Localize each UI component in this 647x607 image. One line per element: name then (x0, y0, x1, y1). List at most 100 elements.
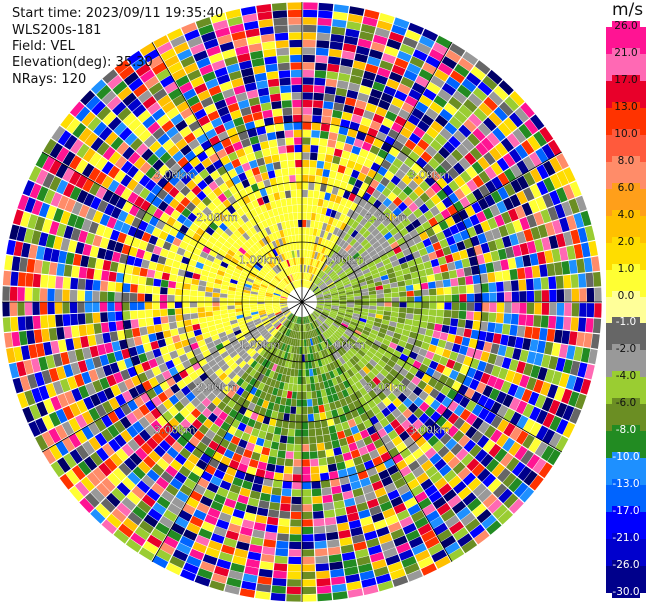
velocity-gate (209, 222, 219, 231)
velocity-gate (555, 402, 568, 418)
velocity-gate (512, 128, 527, 144)
velocity-gate (302, 399, 308, 407)
velocity-gate (158, 363, 169, 373)
velocity-gate (225, 8, 242, 20)
velocity-gate (273, 161, 281, 170)
velocity-gate (225, 95, 238, 106)
velocity-gate (541, 354, 551, 368)
velocity-gate (123, 71, 139, 86)
velocity-gate (347, 349, 355, 358)
velocity-gate (297, 257, 300, 265)
velocity-gate (311, 259, 316, 267)
velocity-gate (260, 102, 272, 112)
velocity-gate (212, 142, 224, 153)
velocity-gate (45, 383, 57, 398)
velocity-gate (293, 346, 298, 354)
velocity-gate (313, 344, 318, 353)
velocity-gate (184, 114, 197, 126)
velocity-gate (336, 391, 345, 400)
velocity-gate (260, 283, 268, 289)
velocity-gate (223, 240, 233, 249)
velocity-gate (523, 187, 535, 202)
velocity-gate (304, 324, 307, 332)
velocity-gate (294, 369, 299, 377)
velocity-gate (188, 120, 201, 132)
velocity-gate (47, 275, 56, 289)
velocity-gate (363, 271, 372, 278)
velocity-gate (157, 338, 167, 348)
velocity-gate (257, 307, 266, 312)
velocity-gate (351, 186, 360, 196)
velocity-gate (437, 529, 452, 542)
velocity-gate (261, 237, 269, 246)
velocity-gate (372, 456, 383, 467)
velocity-gate (201, 521, 216, 533)
velocity-gate (228, 224, 237, 233)
velocity-gate (116, 359, 127, 371)
velocity-gate (363, 459, 375, 470)
velocity-gate (394, 327, 403, 335)
velocity-gate (350, 202, 359, 212)
velocity-gate (148, 333, 157, 343)
velocity-gate (285, 220, 291, 229)
velocity-gate (34, 371, 45, 387)
velocity-gate (355, 271, 364, 278)
velocity-gate (325, 372, 332, 381)
velocity-gate (197, 291, 205, 297)
velocity-gate (357, 235, 366, 244)
velocity-gate (449, 351, 459, 361)
velocity-gate (126, 178, 139, 191)
velocity-gate (242, 75, 256, 85)
velocity-gate (253, 65, 266, 75)
velocity-gate (514, 107, 529, 123)
velocity-gate (339, 65, 352, 75)
velocity-gate (580, 347, 591, 363)
velocity-gate (53, 208, 64, 223)
velocity-gate (363, 354, 372, 362)
velocity-gate (230, 339, 239, 347)
velocity-gate (283, 213, 290, 222)
velocity-gate (302, 451, 310, 460)
velocity-gate (75, 429, 88, 444)
velocity-gate (235, 92, 248, 102)
velocity-gate (153, 278, 162, 287)
velocity-gate (355, 326, 364, 333)
velocity-gate (282, 367, 288, 375)
velocity-gate (278, 70, 291, 79)
velocity-gate (326, 280, 334, 286)
velocity-gate (346, 21, 362, 31)
velocity-gate (390, 175, 401, 186)
velocity-gate (324, 304, 332, 307)
velocity-gate (290, 368, 295, 377)
velocity-gate (330, 344, 337, 352)
velocity-gate (303, 2, 318, 10)
velocity-gate (564, 289, 572, 302)
velocity-gate (324, 86, 336, 95)
velocity-gate (378, 124, 391, 135)
velocity-gate (496, 302, 505, 313)
velocity-gate (270, 328, 277, 335)
velocity-gate (309, 338, 314, 346)
velocity-gate (290, 227, 295, 236)
velocity-gate (555, 316, 564, 330)
velocity-gate (70, 313, 79, 326)
velocity-gate (508, 477, 523, 493)
velocity-gate (494, 238, 505, 250)
velocity-gate (261, 148, 271, 157)
velocity-gate (328, 554, 342, 563)
velocity-gate (117, 86, 133, 101)
velocity-gate (358, 226, 367, 236)
velocity-gate (375, 314, 383, 320)
velocity-gate (120, 369, 131, 381)
velocity-gate (143, 514, 159, 528)
velocity-gate (491, 463, 505, 478)
velocity-gate (100, 498, 116, 513)
velocity-gate (359, 281, 367, 287)
velocity-gate (415, 354, 425, 364)
velocity-gate (261, 267, 269, 274)
velocity-gate (482, 439, 496, 453)
velocity-gate (291, 391, 297, 399)
velocity-gate (265, 432, 274, 441)
velocity-gate (307, 399, 313, 407)
velocity-gate (236, 208, 245, 217)
